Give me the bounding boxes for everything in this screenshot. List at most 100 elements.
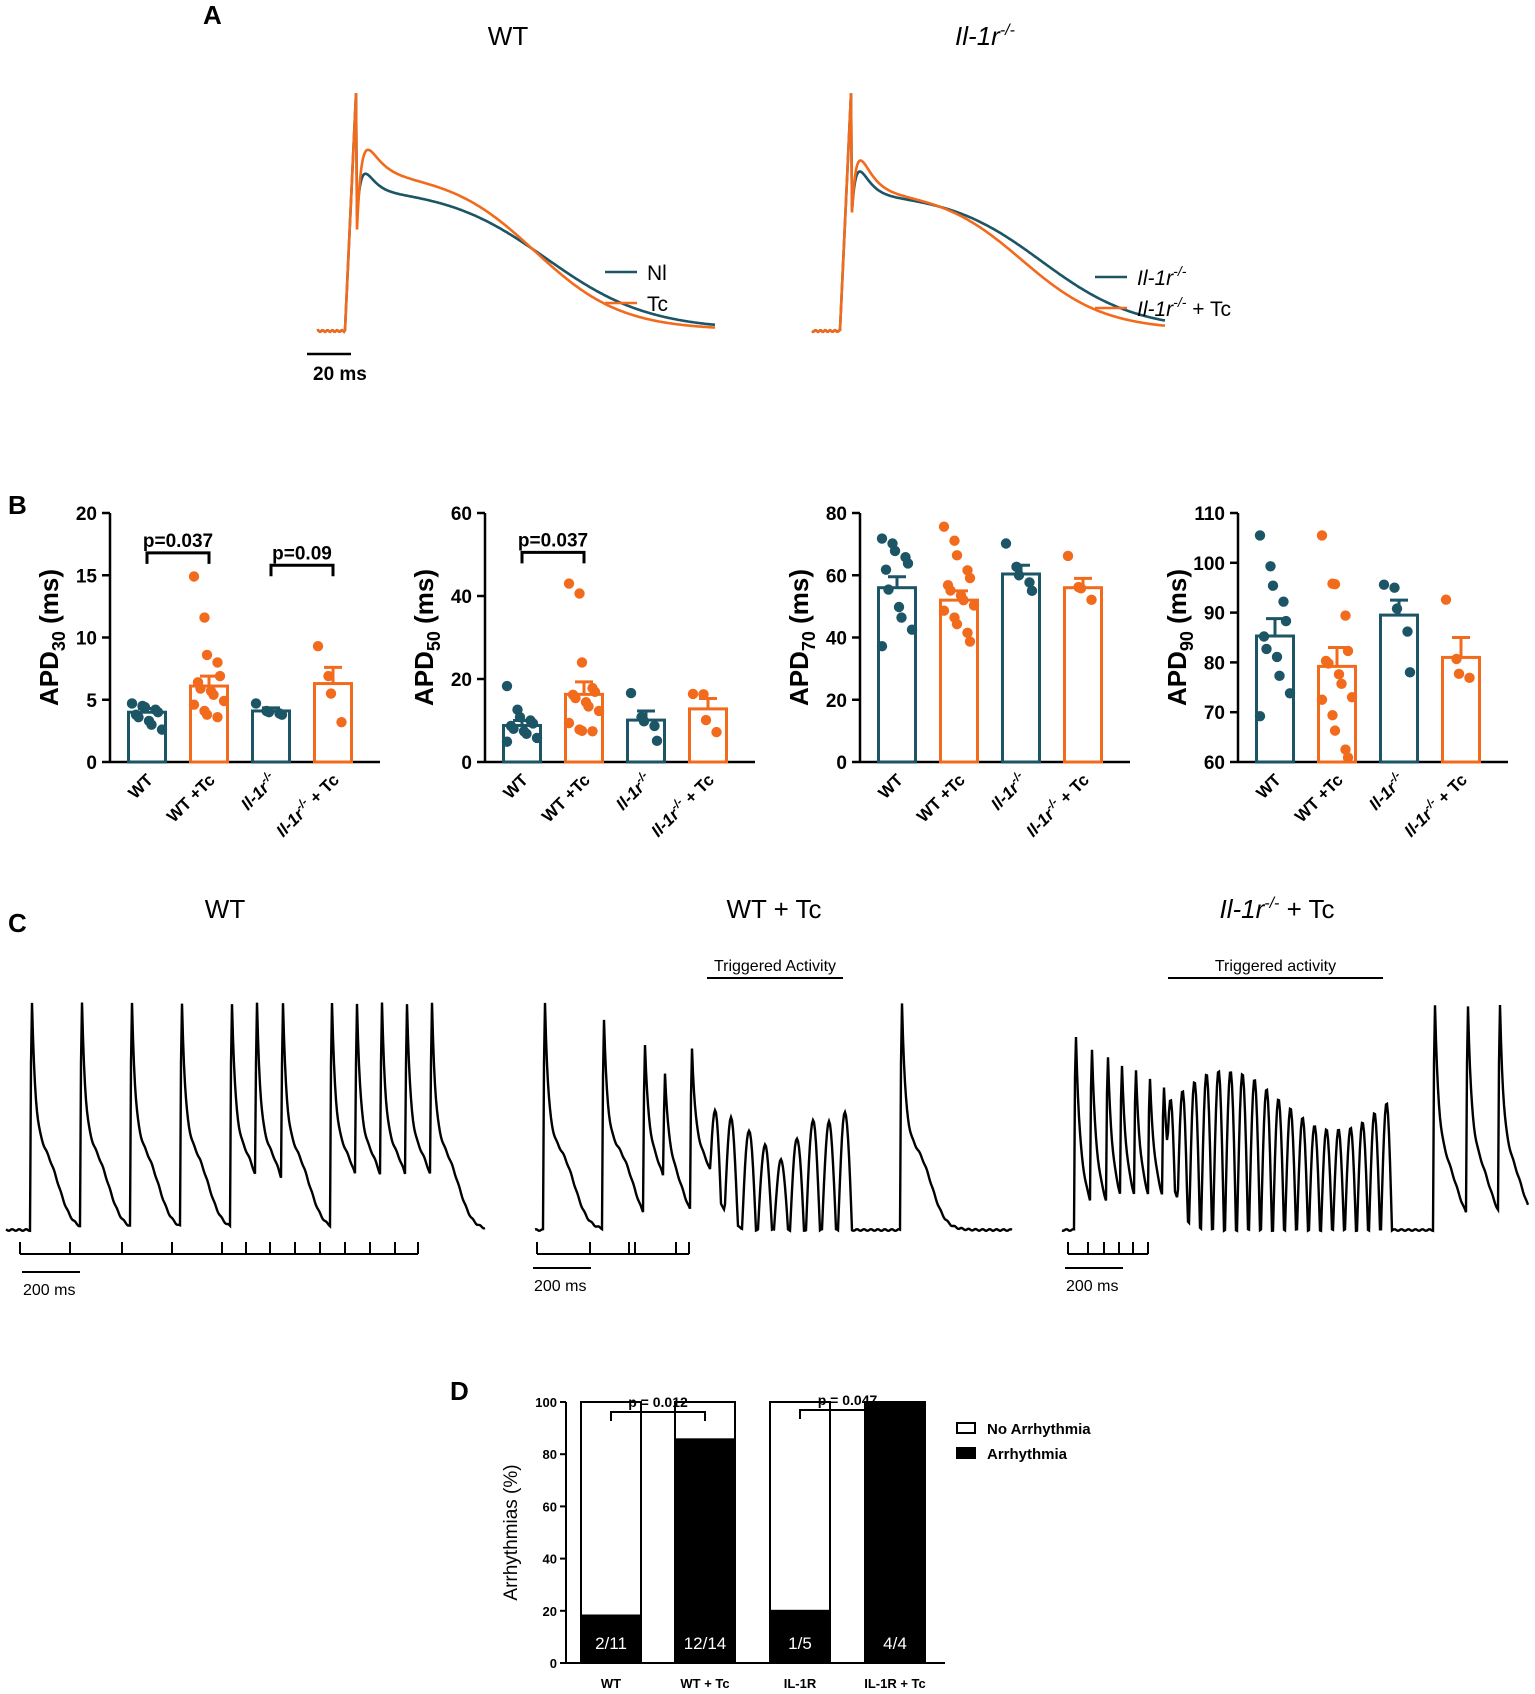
data-point xyxy=(1464,672,1475,684)
data-point xyxy=(593,705,605,717)
data-point xyxy=(951,550,963,561)
data-point xyxy=(576,657,588,668)
data-point xyxy=(1271,651,1283,663)
data-point xyxy=(625,687,637,699)
data-point xyxy=(1000,538,1012,549)
ap-trace xyxy=(1061,1004,1530,1233)
x-tick-label: WT xyxy=(601,1676,621,1691)
data-point xyxy=(521,728,532,739)
data-point xyxy=(1086,594,1097,606)
bar-arrhythmia xyxy=(864,1401,926,1664)
ap-plot-title: WT xyxy=(488,21,529,51)
data-point xyxy=(1011,561,1022,573)
data-point xyxy=(938,521,950,532)
p-value-label: p = 0.012 xyxy=(628,1394,688,1410)
data-point xyxy=(146,719,157,730)
y-tick-label: 110 xyxy=(1194,504,1225,525)
trace-nl xyxy=(316,93,716,334)
data-point xyxy=(1316,530,1328,541)
data-point xyxy=(201,649,213,661)
data-point xyxy=(1391,603,1403,614)
data-point xyxy=(1316,694,1328,705)
data-point xyxy=(188,699,200,710)
x-tick-label: Il-1r-/- + Tc xyxy=(1020,768,1092,840)
y-tick-label: 20 xyxy=(451,670,472,691)
data-point xyxy=(1284,688,1296,699)
data-point xyxy=(263,707,275,718)
data-point xyxy=(951,618,963,630)
data-point xyxy=(250,698,262,709)
y-tick-label: 40 xyxy=(543,1552,557,1567)
data-point xyxy=(501,736,513,747)
y-tick-label: 10 xyxy=(76,629,97,650)
data-point xyxy=(902,558,914,569)
legend-label: No Arrhythmia xyxy=(987,1421,1091,1438)
x-tick-label: WT + Tc xyxy=(680,1676,729,1691)
y-tick-label: 0 xyxy=(86,753,97,774)
data-point xyxy=(1024,577,1035,588)
significance-bracket xyxy=(520,550,586,564)
data-point xyxy=(1340,610,1351,621)
data-point xyxy=(700,714,712,726)
data-point xyxy=(1389,582,1400,593)
apd-chart-90: 60 70 80 90 100 110 APD90 (ms) WT WT +Tc Il-1r-/-… xyxy=(1162,504,1508,841)
ap-train: 200 ms Il-1r-/- + Tc Triggered activity xyxy=(1061,894,1530,1295)
data-point xyxy=(501,680,513,692)
data-point xyxy=(1451,653,1462,665)
data-point xyxy=(563,578,575,589)
data-point xyxy=(1329,725,1341,736)
data-point xyxy=(876,533,888,544)
panel-label-d: D xyxy=(450,1376,469,1406)
trace-tc xyxy=(316,93,716,334)
panel-label-a: A xyxy=(203,0,222,30)
data-point xyxy=(1342,645,1354,657)
bar-arrhythmia xyxy=(769,1609,831,1665)
x-tick-label: WT xyxy=(875,770,908,803)
x-tick-label: Il-1r-/- + Tc xyxy=(645,768,717,840)
panel-label-b: B xyxy=(8,490,27,520)
data-point xyxy=(962,627,973,639)
data-point xyxy=(574,588,585,599)
data-point xyxy=(195,683,206,694)
y-tick-label: 20 xyxy=(76,504,97,525)
y-axis-label: APD50 (ms) xyxy=(409,569,444,706)
x-tick-label: WT xyxy=(1253,770,1286,803)
bar-count-label: 12/14 xyxy=(684,1634,727,1653)
data-point xyxy=(876,641,888,652)
data-point xyxy=(1453,668,1465,680)
ap-train: 200 ms WT xyxy=(5,894,486,1299)
data-point xyxy=(1323,658,1334,669)
ap-plot-title: Il-1r-/- xyxy=(955,21,1015,51)
data-point xyxy=(527,718,539,729)
data-point xyxy=(212,711,223,723)
data-point xyxy=(1327,709,1338,721)
data-point xyxy=(896,612,907,623)
legend-label: Tc xyxy=(647,293,668,316)
bar-count-label: 4/4 xyxy=(883,1634,907,1653)
p-value-label: p = 0.047 xyxy=(818,1392,878,1408)
x-tick-label: Il-1r-/- + Tc xyxy=(270,768,342,840)
bar xyxy=(1063,586,1103,764)
triggered-activity-label: Triggered activity xyxy=(1215,958,1336,975)
data-point xyxy=(687,688,699,700)
y-tick-label: 0 xyxy=(836,753,847,774)
data-point xyxy=(1254,710,1266,722)
legend-label: Arrhythmia xyxy=(987,1446,1068,1463)
y-tick-label: 100 xyxy=(535,1395,557,1410)
data-point xyxy=(698,689,709,700)
y-axis-label: APD30 (ms) xyxy=(34,569,69,706)
y-tick-label: 20 xyxy=(543,1604,557,1619)
x-tick-label: Il-1r-/- + Tc xyxy=(1398,768,1470,840)
x-tick-label: WT +Tc xyxy=(1291,770,1347,826)
ap-plot-2: Il-1r-/- Il-1r-/- Il-1r-/- + Tc xyxy=(811,21,1231,334)
y-tick-label: 5 xyxy=(86,691,97,712)
data-point xyxy=(968,600,980,611)
bar xyxy=(877,586,917,764)
data-point xyxy=(1378,579,1390,590)
data-point xyxy=(1265,561,1276,572)
data-point xyxy=(325,688,337,699)
p-value-label: p=0.09 xyxy=(272,543,332,564)
panel-a: WT Nl Tc Il-1r-/- Il-1r-/- Il-1r-/- + Tc 20 ms xyxy=(307,21,1231,385)
trace-il1r-tc xyxy=(811,93,1166,334)
